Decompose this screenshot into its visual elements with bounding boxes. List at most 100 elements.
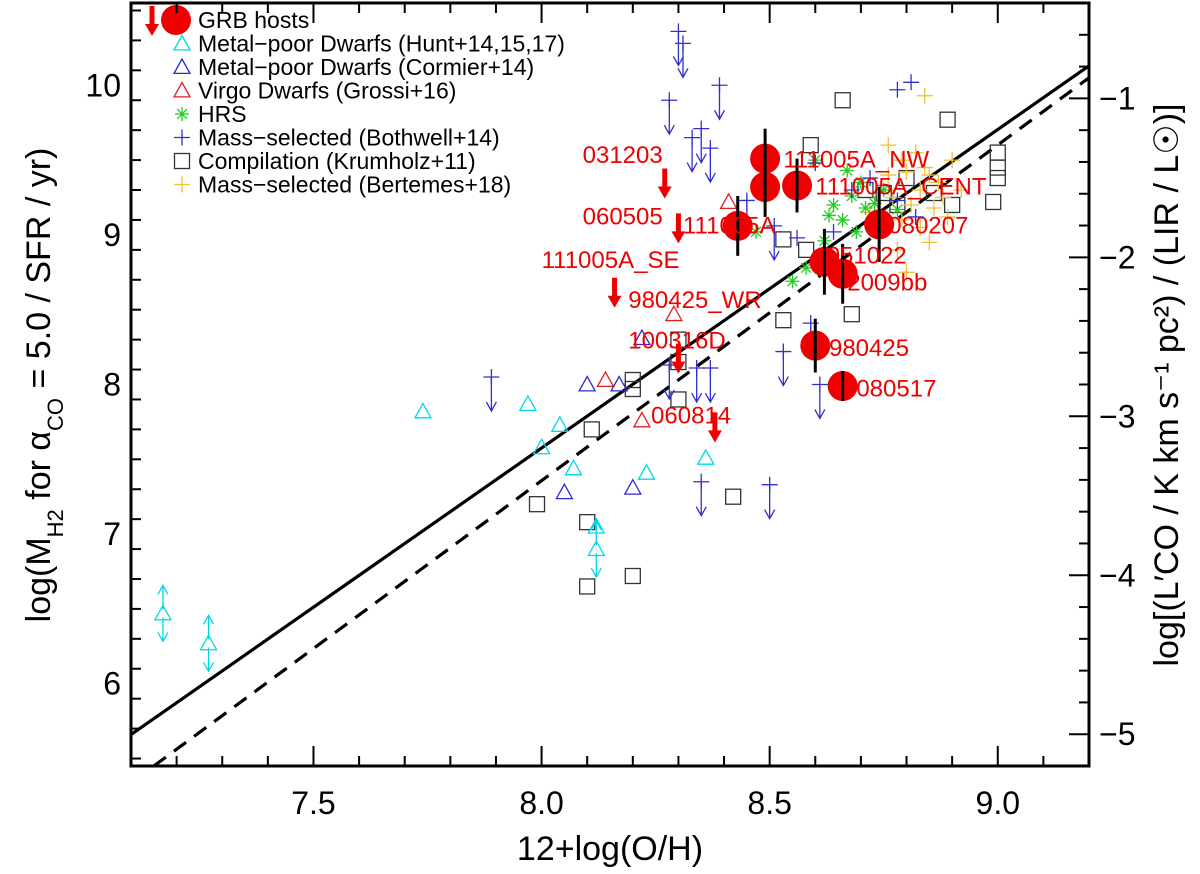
legend-label: Virgo Dwarfs (Grossi+16) [198,78,456,104]
grb-label: 060814 [651,402,731,429]
krumholz-point [989,159,1006,176]
y-tick-label: 6 [103,666,121,702]
grb-hosts [607,128,895,443]
bothwell-limit-arrow [691,368,703,404]
grb-upper-limit-arrow [607,277,622,308]
krumholz-point [939,111,956,128]
legend-label: Metal−poor Dwarfs (Cormier+14) [198,54,534,80]
y-axis-title-rest: for α [20,431,58,509]
grb-upper-limit-arrow [671,343,686,374]
krumholz-point [989,169,1006,187]
bertemes-point [907,144,924,161]
cormier-point [623,478,642,495]
virgo-point [664,304,683,322]
krumholz-point [834,92,851,109]
bertemes-point [884,189,901,206]
x-tick-label: 8.5 [747,785,791,821]
virgo-point [632,411,652,428]
bothwell-limit-arrow [768,225,780,262]
bertemes-point [912,219,929,236]
hrs-point [849,224,864,239]
y-axis-title-sub2: CO [43,398,68,431]
krumholz-point [802,136,819,154]
grb-upper-limit-arrow [671,213,686,244]
bertemes-point [935,189,952,206]
bothwell-point [889,81,906,98]
bothwell-point [889,192,906,209]
hunt-point [532,437,551,455]
bothwell-point [862,170,879,187]
x-tick-label: 7.5 [291,785,335,821]
y-tick-label: 7 [103,516,121,552]
x-axis-title: 12+log(O/H) [517,830,703,868]
hunt-limit-down [157,617,169,643]
bertemes-point [939,208,956,225]
bertemes-point [912,182,929,199]
y-tick-label: 10 [85,67,121,103]
grb-label: 100316D [628,328,725,355]
grb-upper-limit-arrow [657,168,672,199]
bertemes-point [925,199,942,216]
bertemes-point [921,167,938,184]
virgo-point [719,192,738,210]
hrs-point [840,163,855,178]
bothwell-limit-arrow [663,100,675,136]
legend-marker [174,129,190,146]
legend-label: Mass−selected (Bertemes+18) [198,172,511,198]
relation-dashed [152,76,1089,766]
krumholz-point [725,488,742,505]
bothwell-limit-arrow [777,351,789,387]
y2-tick-label: −3 [1099,398,1135,434]
bothwell-limit-arrow [695,128,707,164]
bothwell-limit-arrow [686,137,698,173]
bertemes-point [898,264,915,281]
x-tick-label: 9.0 [976,785,1020,821]
hrs-point [867,196,882,211]
grb-label: 051022 [827,242,907,269]
plot-frame [129,1,1091,768]
y-tick-label: 8 [103,367,121,403]
hunt-point [413,402,433,419]
y2-tick-label: −1 [1099,80,1135,116]
legend-grb-circle [161,5,191,35]
legend-marker [172,34,192,51]
y2-axis-title: log[(L′CO / K km s⁻¹ pc²) / (LIR / L☉)] [1148,104,1186,667]
x-tick-label: 8.0 [519,785,563,821]
bertemes-point [880,167,897,184]
bertemes-point [889,241,906,258]
legend-label: Metal−poor Dwarfs (Hunt+14,15,17) [198,31,565,57]
hunt-point [564,458,583,476]
y-axis-title-end: = 5.0 / SFR / yr) [20,148,58,398]
bertemes-point [880,137,897,154]
hunt-limit-up [157,584,169,610]
grb-label: 111005A_CENT [815,174,987,201]
bertemes-point [921,234,938,251]
legend-grb-arrow [145,6,159,36]
bothwell-limit-arrow [814,384,826,420]
cormier-point [610,375,629,392]
bertemes-point [944,152,961,169]
hrs-point [826,197,841,212]
bothwell-limit-arrow [704,368,716,404]
hunt-limit-up [202,613,215,640]
krumholz-point [843,306,860,323]
hunt-point [518,394,537,411]
grb-label: 111005A [683,212,776,239]
grb-label: 980425_WR [628,287,761,314]
bothwell-point [907,208,924,225]
hunt-limit-up [590,519,602,546]
hrs-point [890,202,905,217]
hrs-point [835,212,850,227]
bertemes-point [903,196,920,213]
grb-label: 080517 [856,375,936,402]
hrs-point [876,183,891,198]
krumholz-point [624,371,641,389]
grb-label: 980425 [829,335,909,362]
legend-marker [172,81,192,98]
krumholz-point [989,144,1006,161]
hunt-limit-down [202,647,215,673]
y-tick-label: 9 [103,217,121,253]
bothwell-limit-arrow [663,365,675,401]
y2-tick-label: −2 [1099,239,1135,275]
